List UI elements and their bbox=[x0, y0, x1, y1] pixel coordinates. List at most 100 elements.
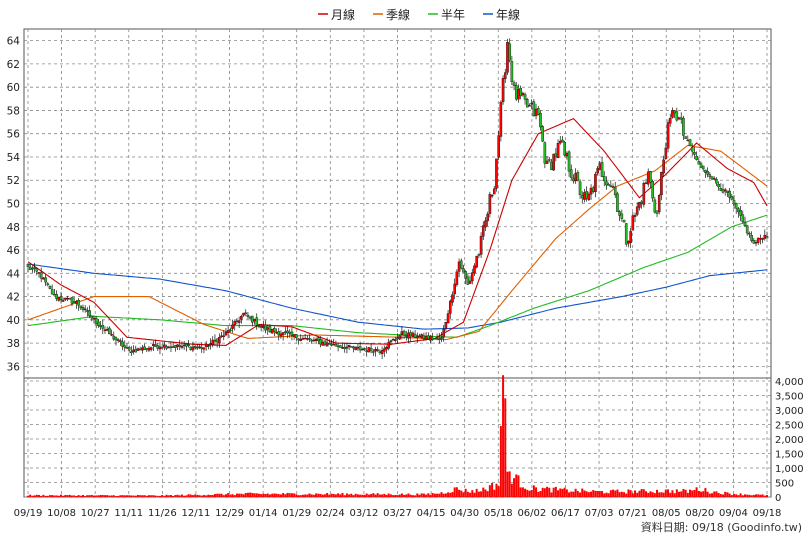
candle-body bbox=[123, 345, 127, 348]
candle-body bbox=[664, 147, 668, 159]
candle-body bbox=[754, 242, 758, 244]
volume-bar bbox=[297, 495, 300, 497]
date-tick-label: 03/27 bbox=[383, 508, 412, 519]
volume-bar bbox=[444, 493, 447, 497]
candle-body bbox=[215, 338, 219, 343]
volume-bar bbox=[570, 491, 573, 497]
candle-body bbox=[33, 267, 36, 269]
volume-bar bbox=[484, 489, 487, 497]
volume-bar bbox=[466, 491, 469, 497]
volume-bar bbox=[748, 494, 751, 497]
candle-body bbox=[479, 235, 483, 255]
volume-bar bbox=[420, 493, 423, 497]
volume-bar bbox=[471, 490, 474, 497]
volume-bar bbox=[737, 495, 740, 497]
candle-body bbox=[26, 264, 30, 267]
candle-body bbox=[728, 190, 731, 198]
volume-bar bbox=[532, 485, 535, 497]
date-tick-label: 09/04 bbox=[719, 508, 748, 519]
candle-body bbox=[281, 332, 285, 336]
candle-body bbox=[662, 159, 665, 174]
candle-body bbox=[556, 143, 560, 158]
candle-body bbox=[448, 300, 452, 314]
volume-bar bbox=[77, 495, 80, 497]
volume-bar bbox=[286, 492, 289, 497]
candle-body bbox=[695, 155, 698, 160]
candle-body bbox=[94, 318, 98, 324]
candle-body bbox=[270, 328, 274, 334]
candle-body bbox=[622, 219, 626, 223]
volume-bar bbox=[213, 494, 216, 497]
candle-body bbox=[259, 326, 263, 328]
volume-bar bbox=[345, 493, 348, 497]
candle-body bbox=[90, 315, 94, 319]
volume-bar bbox=[678, 491, 681, 497]
volume-bar bbox=[147, 495, 150, 497]
candle-body bbox=[446, 313, 450, 324]
candle-body bbox=[697, 161, 701, 165]
volume-bar bbox=[708, 493, 711, 497]
volume-bar bbox=[513, 478, 516, 497]
volume-bar bbox=[735, 494, 738, 497]
candle-body bbox=[209, 343, 212, 346]
volume-bar bbox=[515, 474, 518, 497]
candle-body bbox=[207, 345, 210, 347]
candle-body bbox=[211, 339, 215, 345]
volume-bar bbox=[86, 495, 89, 497]
volume-bar bbox=[136, 495, 139, 497]
candle-body bbox=[308, 338, 311, 340]
volume-bar bbox=[176, 494, 179, 497]
volume-bar bbox=[231, 494, 234, 497]
candle-body bbox=[75, 300, 78, 304]
candle-body bbox=[334, 343, 338, 347]
candle-body bbox=[317, 337, 320, 341]
candle-body bbox=[55, 294, 58, 299]
volume-bar bbox=[431, 493, 434, 497]
candle-body bbox=[132, 349, 135, 353]
candle-body bbox=[242, 312, 245, 316]
candle-body bbox=[503, 72, 507, 79]
volume-bar bbox=[546, 486, 549, 497]
volume-bar bbox=[528, 490, 531, 497]
candle-body bbox=[178, 344, 182, 347]
volume-bar bbox=[627, 489, 630, 497]
candle-body bbox=[451, 294, 454, 303]
volume-bar bbox=[372, 493, 375, 497]
volume-bar bbox=[383, 493, 386, 497]
candle-body bbox=[59, 296, 63, 300]
volume-bar bbox=[244, 493, 247, 497]
price-axis: 36 38 40 42 44 46 48 50 52 54 56 58 60 62 64 bbox=[7, 36, 21, 374]
candle-body bbox=[237, 320, 241, 323]
volume-bar bbox=[211, 494, 214, 497]
candle-body bbox=[437, 338, 441, 340]
candle-body bbox=[756, 237, 760, 243]
volume-bar bbox=[451, 492, 454, 497]
candle-body bbox=[391, 339, 395, 341]
candle-body bbox=[567, 151, 571, 172]
volume-bar bbox=[216, 493, 219, 497]
volume-bar bbox=[134, 495, 137, 497]
candle-body bbox=[745, 225, 749, 234]
candle-body bbox=[185, 343, 188, 347]
volume-bar bbox=[458, 489, 461, 497]
candle-body bbox=[37, 272, 41, 274]
volume-bar bbox=[51, 495, 54, 497]
candle-body bbox=[512, 82, 516, 86]
volume-bar bbox=[114, 496, 117, 497]
candle-body bbox=[383, 348, 386, 352]
candle-body bbox=[198, 346, 201, 348]
candle-body bbox=[101, 325, 105, 329]
candle-body bbox=[653, 199, 657, 213]
volume-bar bbox=[273, 493, 276, 497]
price-tick-label: 60 bbox=[7, 82, 20, 94]
candle-body bbox=[477, 254, 481, 256]
volume-bar bbox=[84, 495, 87, 497]
candle-body bbox=[673, 110, 676, 114]
volume-bar bbox=[332, 493, 335, 497]
price-tick-label: 50 bbox=[7, 199, 20, 211]
volume-bar bbox=[620, 491, 623, 497]
candle-body bbox=[420, 334, 423, 338]
candle-body bbox=[301, 338, 305, 340]
volume-bar bbox=[392, 495, 395, 497]
volume-bar bbox=[88, 495, 91, 497]
